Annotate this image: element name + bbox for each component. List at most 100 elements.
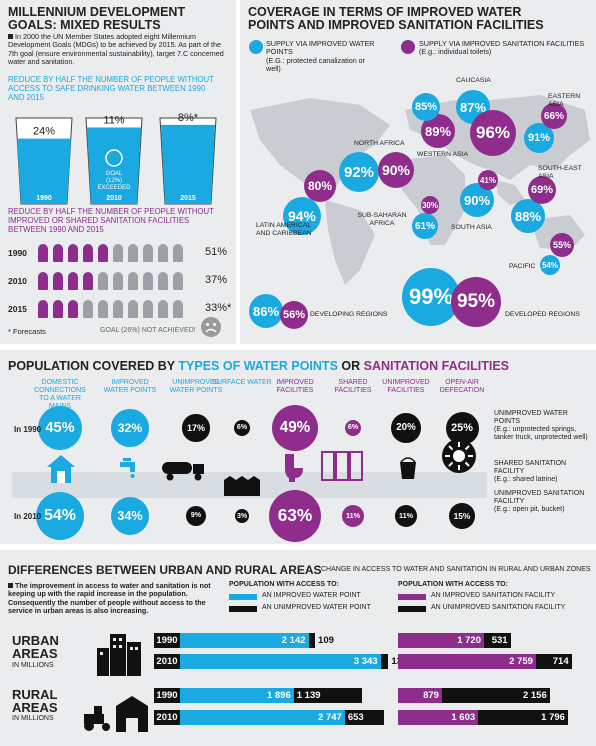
coverage-circle: 90%: [460, 183, 494, 217]
type-note-title: UNIMPROVED WATER POINTS: [494, 410, 568, 425]
person-icon: [38, 272, 48, 290]
legend-s2: AN UNIMPROVED SANITATION FACILITY: [431, 604, 566, 611]
type-column-label: IMPROVED FACILITIES: [276, 379, 314, 394]
types-title-b: TYPES OF WATER POINTS: [178, 359, 338, 373]
person-icon: [113, 272, 123, 290]
types-title: POPULATION COVERED BY TYPES OF WATER POI…: [8, 360, 588, 373]
person-icon: [98, 244, 108, 262]
san-unimproved-value: 2 156: [522, 690, 547, 701]
type-circle: 34%: [110, 496, 150, 536]
water-unimproved-bar: [308, 633, 316, 648]
water-unimproved-bar: [380, 654, 389, 669]
goal-note: EXCEEDED: [97, 185, 131, 191]
people-row-value: 37%: [205, 274, 228, 286]
san-improved-value: 1 720: [457, 635, 481, 646]
person-icon: [158, 300, 168, 318]
type-column-label: OPEN-AIR DEFECATION: [439, 379, 485, 394]
water-improved-value: 2 747: [318, 712, 342, 723]
region-label: EASTERN ASIA: [548, 93, 581, 108]
water-unimproved-value: 1 139: [296, 690, 321, 701]
region-label: DEVELOPED REGIONS: [505, 311, 580, 318]
sanitation-goal: REDUCE BY HALF THE NUMBER OF PEOPLE WITH…: [8, 207, 214, 234]
type-circle: 32%: [111, 409, 149, 447]
san-improved-bar: 879: [398, 688, 442, 703]
type-circle: 25%: [445, 411, 479, 445]
region-label: PACIFIC: [509, 263, 536, 270]
glasses-chart: 1990 24% 2010 11% GOAL(12%)EXCEEDED 2015 8%*: [15, 112, 217, 205]
legend-w2: AN UNIMPROVED WATER POINT: [262, 604, 371, 611]
sad-face-icon: [201, 317, 221, 337]
person-icon: [68, 300, 78, 318]
smiley-icon: [105, 149, 123, 167]
region-label: LATIN AMERICAL AND CARIBBEAN: [256, 222, 312, 237]
san-improved-value: 879: [423, 690, 439, 701]
mdg-intro: In 2000 the UN Member States adopted eig…: [8, 32, 230, 67]
legend-w1-swatch: [229, 594, 257, 600]
person-icon: [83, 300, 93, 318]
urban-rural-subtitle: CHANGE IN ACCESS TO WATER AND SANITATION…: [321, 566, 591, 573]
person-icon: [158, 244, 168, 262]
type-circle: 6%: [233, 419, 251, 437]
legend-water: SUPPLY VIA IMPROVED WATER POINTS (E.G.: …: [266, 39, 376, 74]
legend-water-dot: [249, 40, 263, 54]
goal-note: (12%): [106, 178, 122, 184]
person-icon: [68, 272, 78, 290]
type-circle: 20%: [391, 413, 421, 443]
person-icon: [38, 300, 48, 318]
person-icon: [128, 300, 138, 318]
san-unimproved-bar: 1 796: [478, 710, 568, 725]
san-unimproved-bar: 531: [484, 633, 511, 648]
legend-w1: AN IMPROVED WATER POINT: [262, 592, 361, 599]
glass-value: 11%: [103, 114, 124, 126]
person-icon: [158, 272, 168, 290]
san-unimproved-value: 531: [491, 635, 508, 646]
region-label: SUB-SAHARAN AFRICA: [357, 212, 407, 227]
person-icon: [173, 244, 183, 262]
water-unimproved-bar: [344, 710, 384, 725]
coverage-circle: 86%: [249, 294, 283, 328]
glass-value: 8%*: [178, 112, 199, 124]
type-note: UNIMPROVED SANITATION FACILITY (E.g.: ope…: [494, 490, 594, 514]
person-icon: [143, 300, 153, 318]
coverage-circle: 69%: [528, 176, 556, 204]
person-icon: [68, 244, 78, 262]
ur-year: 2010: [154, 654, 180, 669]
glass-year: 2010: [106, 195, 122, 202]
type-note-text: (E.g.: shared latrine): [494, 476, 558, 483]
legend-water-sub: (E.G.: protected canalization or well): [266, 55, 366, 74]
person-icon: [83, 272, 93, 290]
person-icon: [143, 244, 153, 262]
coverage-circle: 80%: [304, 170, 336, 202]
legend-san-label: SUPPLY VIA IMPROVED SANITATION FACILITIE…: [419, 39, 585, 48]
shared-latrine-icon: [321, 451, 363, 481]
bullet-icon: [8, 583, 13, 588]
san-unimproved-bar: 2 156: [441, 688, 550, 703]
region-label: CAUCASIA: [456, 77, 491, 84]
water-unimproved-bar: [293, 688, 363, 703]
coverage-circle: 41%: [478, 170, 498, 190]
coverage-circle: 88%: [511, 199, 545, 233]
type-circle: 15%: [449, 503, 475, 529]
person-icon: [128, 244, 138, 262]
coverage-circle: 66%: [541, 103, 567, 129]
region-label: SOUTH ASIA: [451, 224, 492, 231]
san-improved-value: 2 759: [509, 656, 533, 667]
type-circle: 11%: [342, 505, 364, 527]
coverage-circle: 61%: [412, 213, 438, 239]
water-improved-value: 1 896: [266, 690, 291, 701]
tractor-barn-icon: [84, 696, 148, 732]
bucket-icon: [400, 457, 416, 479]
glass-value: 24%: [33, 126, 55, 138]
type-note: SHARED SANITATION FACILITY (E.g.: shared …: [494, 460, 594, 484]
san-improved-bar: 1 720: [398, 633, 484, 648]
type-circle: 54%: [35, 491, 85, 541]
person-icon: [53, 244, 63, 262]
legend-water-head: POPULATION WITH ACCESS TO:: [229, 581, 339, 588]
surface-water-icon: [224, 476, 260, 496]
water-improved-bar: 1 896: [180, 688, 294, 703]
urban-label: URBAN AREAS: [12, 633, 59, 661]
house-icon: [47, 455, 75, 483]
row2010-label: In 2010: [14, 512, 42, 521]
mdg-title: MILLENNIUM DEVELOPMENT GOALS: MIXED RESU…: [8, 5, 186, 32]
coverage-circle: 94%: [283, 197, 321, 235]
